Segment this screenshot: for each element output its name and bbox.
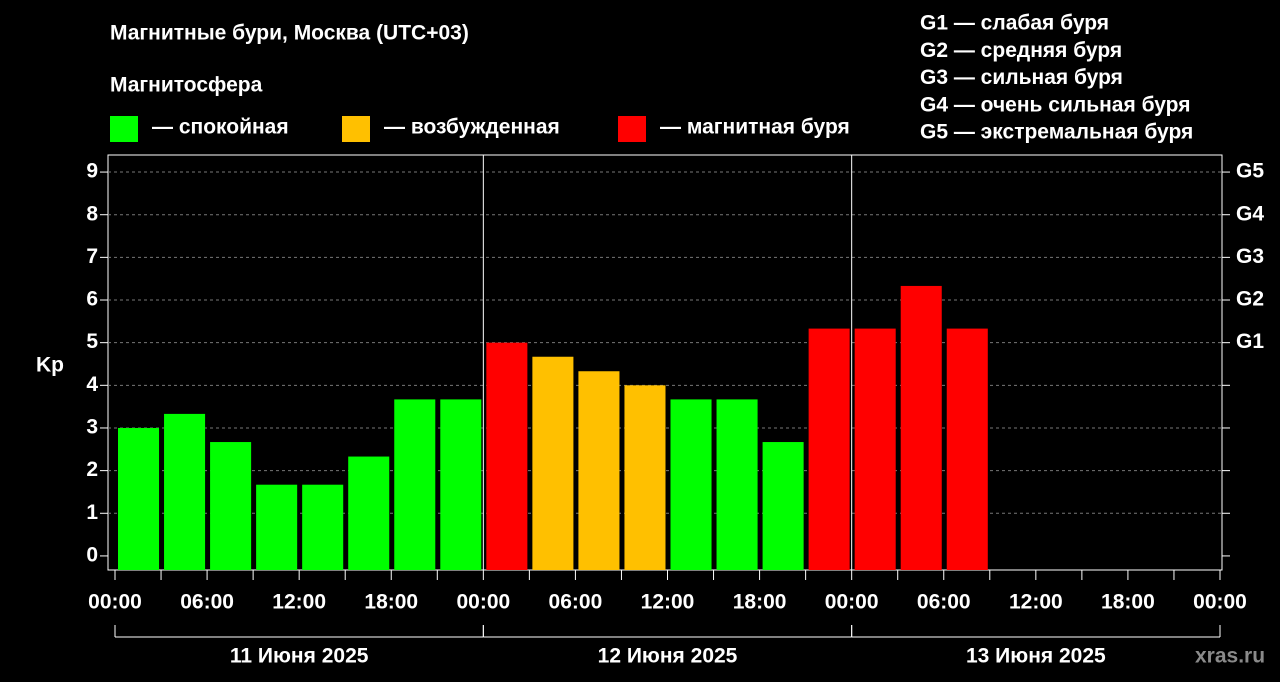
storm-scale-item: G5 — экстремальная буря — [920, 121, 1193, 144]
x-tick-label: 06:00 — [917, 591, 971, 614]
bar — [210, 442, 252, 570]
legend-label: — магнитная буря — [660, 116, 850, 139]
legend-swatch — [342, 116, 370, 142]
y-tick-label: 4 — [86, 373, 98, 396]
y-tick-label: 8 — [86, 202, 98, 225]
bar — [624, 385, 666, 570]
y-tick-label: 9 — [86, 160, 98, 183]
bar — [716, 399, 758, 570]
y-tick-label: 0 — [86, 543, 98, 566]
bar — [578, 371, 620, 570]
legend-swatch — [618, 116, 646, 142]
bar — [348, 456, 390, 570]
x-tick-label: 18:00 — [364, 591, 418, 614]
y-tick-label: 7 — [86, 245, 98, 268]
y-tick-label: 2 — [86, 458, 98, 481]
bar — [302, 484, 344, 570]
y2-tick-label: G4 — [1236, 202, 1264, 225]
y2-tick-label: G5 — [1236, 160, 1264, 183]
x-tick-label: 12:00 — [641, 591, 695, 614]
x-tick-label: 06:00 — [549, 591, 603, 614]
bar — [808, 328, 850, 570]
bar — [486, 342, 528, 570]
bar — [440, 399, 482, 570]
storm-scale-item: G2 — средняя буря — [920, 39, 1122, 62]
day-label: 11 Июня 2025 — [230, 645, 369, 668]
y-tick-label: 5 — [86, 330, 98, 353]
watermark: xras.ru — [1195, 645, 1265, 668]
x-tick-label: 12:00 — [1009, 591, 1063, 614]
y2-tick-label: G1 — [1236, 330, 1264, 353]
bar — [532, 356, 574, 570]
legend-label: — спокойная — [152, 116, 289, 139]
y-tick-label: 1 — [86, 501, 98, 524]
day-label: 12 Июня 2025 — [598, 645, 738, 668]
x-tick-label: 18:00 — [1101, 591, 1155, 614]
y2-tick-label: G2 — [1236, 288, 1264, 311]
bar — [762, 442, 804, 570]
legend-swatch — [110, 116, 138, 142]
bar — [256, 484, 298, 570]
legend-label: — возбужденная — [384, 116, 560, 139]
bar — [854, 328, 896, 570]
y-axis-label: Kp — [36, 354, 64, 377]
bar — [670, 399, 712, 570]
storm-scale-item: G3 — сильная буря — [920, 66, 1123, 89]
x-tick-label: 00:00 — [1193, 591, 1247, 614]
chart-title: Магнитные бури, Москва (UTC+03) — [110, 22, 469, 45]
y2-tick-label: G3 — [1236, 245, 1264, 268]
x-tick-label: 06:00 — [180, 591, 234, 614]
y-tick-label: 3 — [86, 416, 98, 439]
x-tick-label: 00:00 — [456, 591, 510, 614]
legend-title: Магнитосфера — [110, 74, 263, 97]
x-tick-label: 00:00 — [825, 591, 879, 614]
bar — [118, 427, 160, 570]
y-tick-label: 6 — [86, 288, 98, 311]
x-tick-label: 18:00 — [733, 591, 787, 614]
bar — [900, 285, 942, 570]
bar — [164, 413, 206, 570]
bar — [946, 328, 988, 570]
storm-scale-item: G4 — очень сильная буря — [920, 93, 1190, 116]
day-label: 13 Июня 2025 — [966, 645, 1106, 668]
bar — [394, 399, 436, 570]
x-tick-label: 00:00 — [88, 591, 142, 614]
storm-scale-item: G1 — слабая буря — [920, 12, 1109, 35]
x-tick-label: 12:00 — [272, 591, 326, 614]
